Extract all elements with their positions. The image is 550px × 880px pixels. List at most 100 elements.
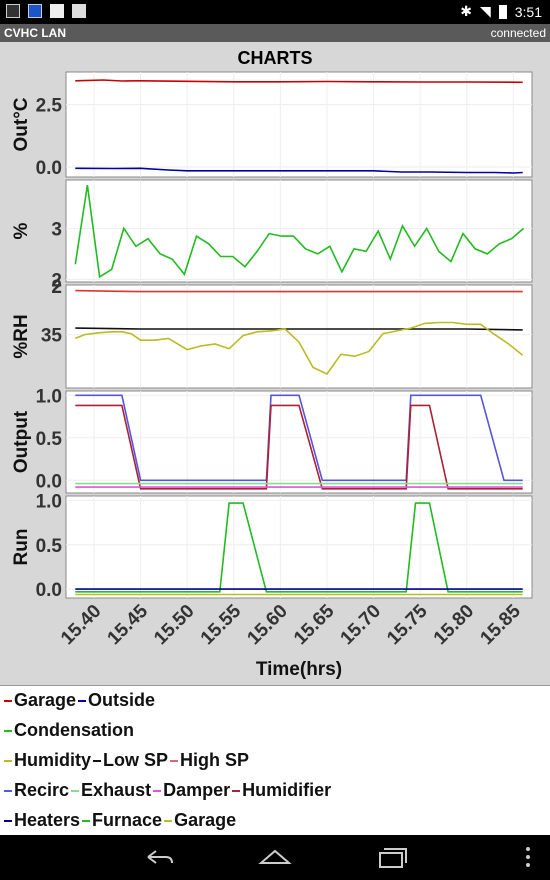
legend-swatch	[4, 790, 12, 793]
y-tick-label: 0.5	[36, 536, 63, 557]
legend-swatch	[164, 820, 173, 823]
legend-item: Heaters	[4, 810, 80, 831]
legend-swatch	[4, 730, 12, 733]
y-tick-label: 1.0	[36, 491, 62, 512]
x-tick-label: 15.65	[290, 600, 339, 649]
legend-swatch	[82, 820, 91, 823]
legend-label: Outside	[88, 690, 156, 710]
y-tick-label: 2	[51, 277, 62, 298]
y-tick-label: 1.0	[36, 386, 62, 407]
x-tick-label: 15.40	[57, 601, 105, 649]
app-icon	[28, 4, 42, 18]
x-tick-label: 15.60	[243, 601, 291, 649]
legend-label: Garage	[14, 690, 77, 710]
series-line	[75, 394, 523, 482]
legend-swatch	[4, 820, 12, 823]
series-line	[75, 79, 523, 84]
legend-item: Garage	[164, 810, 236, 831]
legend-item: High SP	[170, 750, 249, 771]
legend-label: Recirc	[14, 780, 70, 800]
y-axis-label: %	[11, 222, 32, 239]
legend-label: Condensation	[14, 720, 134, 740]
status-left-icons	[6, 4, 86, 18]
legend-swatch	[78, 700, 87, 703]
x-tick-label: 15.85	[476, 600, 525, 649]
legend-row: Recirc Exhaust Damper Humidifier	[4, 780, 333, 801]
y-tick-label: 0.0	[36, 580, 62, 601]
wifi-icon: ◥	[479, 3, 491, 19]
legend-item: Condensation	[4, 720, 134, 741]
x-tick-label: 15.80	[430, 601, 478, 649]
series-line	[74, 184, 525, 279]
x-tick-label: 15.55	[197, 600, 246, 649]
legend-item: Exhaust	[71, 780, 151, 801]
y-axis-label: Run	[11, 529, 32, 566]
plot-panel-4	[65, 495, 533, 599]
y-axis-label: Out°C	[11, 97, 32, 151]
y-tick-label: 35	[41, 326, 63, 347]
home-icon[interactable]	[257, 843, 293, 871]
series-line	[74, 321, 524, 376]
y-tick-label: 0.5	[36, 429, 63, 450]
legend-swatch	[170, 760, 179, 763]
legend: Garage Outside Condensation Humidity Low SP H…	[0, 685, 550, 836]
legend-label: Heaters	[14, 810, 81, 830]
recents-icon[interactable]	[374, 843, 410, 871]
series-line	[75, 289, 523, 293]
picture-icon	[6, 4, 20, 18]
series-line	[75, 167, 523, 174]
app-bar: CVHC LAN connected	[0, 24, 550, 42]
status-bar: ✱ ◥ 3:51	[0, 0, 550, 24]
legend-row: Humidity Low SP High SP	[4, 750, 251, 771]
y-tick-label: 0.0	[36, 471, 62, 492]
x-tick-label: 15.45	[104, 600, 153, 649]
bluetooth-icon: ✱	[460, 3, 472, 19]
y-axis-label: %RH	[11, 314, 32, 358]
legend-item: Low SP	[93, 750, 168, 771]
plot-panel-1	[65, 179, 533, 283]
legend-item: Furnace	[82, 810, 162, 831]
legend-label: Furnace	[92, 810, 163, 830]
back-icon[interactable]	[140, 843, 176, 871]
y-tick-label: 2.5	[36, 96, 63, 117]
plot-panel-2	[65, 284, 533, 389]
y-tick-label: 3	[51, 219, 62, 240]
legend-row: Garage Outside	[4, 690, 157, 711]
legend-row: Heaters Furnace Garage	[4, 810, 238, 831]
series-line	[75, 327, 523, 331]
charts-svg: 0.02.5Out°C23%352%RH0.00.51.0Output0.00.…	[11, 71, 533, 680]
legend-swatch	[232, 790, 241, 793]
legend-swatch	[93, 760, 102, 763]
legend-label: Exhaust	[81, 780, 152, 800]
gmail-icon	[50, 4, 64, 18]
overflow-menu-icon[interactable]	[518, 843, 550, 871]
legend-item: Humidity	[4, 750, 91, 771]
legend-label: Low SP	[103, 750, 169, 770]
status-right: ✱ ◥ 3:51	[460, 3, 542, 20]
legend-swatch	[4, 760, 12, 763]
legend-item: Outside	[78, 690, 155, 711]
connection-status: connected	[490, 26, 546, 40]
app-title: CVHC LAN	[4, 26, 66, 40]
plot-panel-0	[65, 71, 533, 178]
briefcase-icon	[72, 4, 86, 18]
y-tick-label: 2	[51, 270, 62, 291]
legend-label: Garage	[174, 810, 237, 830]
legend-swatch	[4, 700, 12, 703]
charts-area: CHARTS 0.0 2.5 Out°C 2 3% 35 2 %RH 0.0 0.5 1.0 Outp…	[0, 42, 550, 685]
legend-row: Condensation	[4, 720, 136, 741]
legend-item: Humidifier	[232, 780, 331, 801]
clock: 3:51	[514, 3, 542, 20]
y-tick-label: 0.0	[36, 158, 62, 179]
y-axis-label: Output	[11, 410, 32, 473]
legend-label: Humidity	[14, 750, 92, 770]
x-tick-label: 15.70	[337, 601, 385, 649]
legend-label: Damper	[163, 780, 231, 800]
legend-item: Damper	[153, 780, 230, 801]
nav-bar	[0, 835, 550, 880]
series-line	[75, 404, 523, 490]
legend-item: Garage	[4, 690, 76, 711]
x-tick-label: 15.75	[383, 600, 432, 649]
x-tick-label: 15.50	[150, 601, 198, 649]
legend-label: Humidifier	[242, 780, 332, 800]
